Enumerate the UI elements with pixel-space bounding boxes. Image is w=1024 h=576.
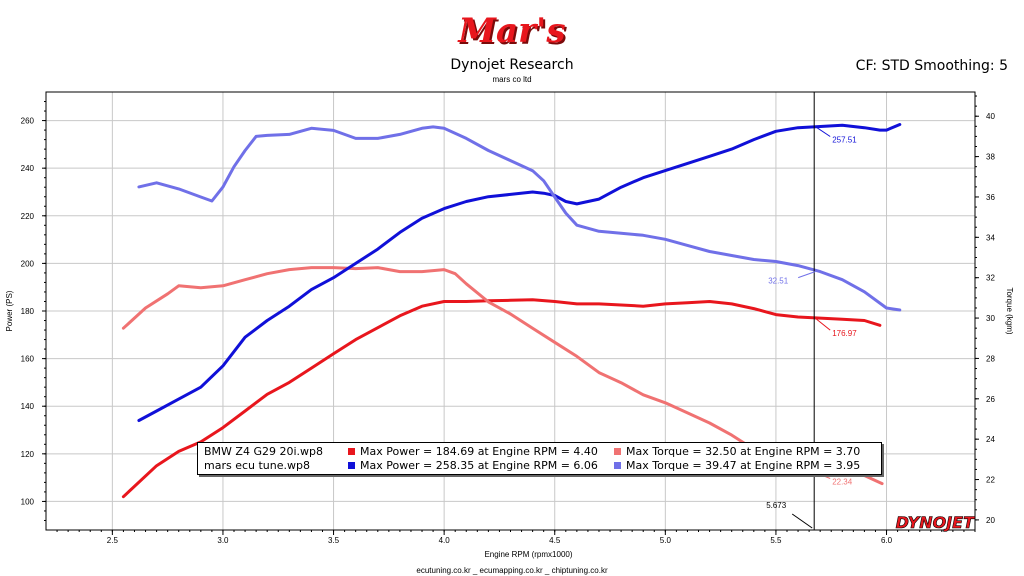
x-tick-label: 3.0 [217,536,229,545]
cursor-value-tune-torque-leader [798,271,816,279]
footer-text: ecutuning.co.kr _ ecumapping.co.kr _ chi… [416,566,608,575]
tune-torque-line [137,125,902,312]
x-tick-label: 3.5 [328,536,340,545]
y2-axis-label: Torque (kgm) [1005,287,1014,334]
svg-text:Mar's: Mar's [459,13,567,52]
y-tick-label: 140 [21,402,35,411]
y-tick-label: 160 [21,355,35,364]
cursor-value-tune-power-leader [814,126,831,137]
x-axis-label: Engine RPM (rpmx1000) [484,550,572,559]
cursor-value-stock-torque: 22.34 [832,477,853,486]
y2-tick-label: 30 [986,314,995,323]
y2-tick-label: 28 [986,354,995,363]
y2-tick-label: 20 [986,516,995,525]
x-tick-label: 4.0 [439,536,451,545]
y-tick-label: 240 [21,164,35,173]
cursor-rpm-label: 5.673 [766,501,787,510]
y-axis-label: Power (PS) [5,290,14,331]
y-tick-label: 200 [21,259,35,268]
plot-frame [45,91,976,531]
cursor-value-tune-torque: 32.51 [768,277,789,286]
cursor-value-stock-power-leader [814,317,831,331]
y-tick-label: 260 [21,117,35,126]
stock-power-line [121,298,882,499]
cursor-value-stock-power: 176.97 [832,329,857,338]
cursor-arrow [791,513,813,529]
x-tick-label: 2.5 [107,536,119,545]
legend-stock-power: Max Power = 184.69 at Engine RPM = 4.40 [348,445,598,458]
y2-tick-label: 36 [986,193,995,202]
y-tick-label: 100 [21,497,35,506]
tune-power-line [137,123,902,422]
legend-file-tune: mars ecu tune.wp8 [204,459,310,472]
legend-tune-torque: Max Torque = 39.47 at Engine RPM = 3.95 [614,459,860,472]
dynojet-brand: DYNOJET [896,513,976,532]
y-tick-label: 120 [21,450,35,459]
y2-tick-label: 26 [986,395,995,404]
correction-settings: CF: STD Smoothing: 5 [855,58,1008,74]
legend-file-stock: BMW Z4 G29 20i.wp8 [204,445,323,458]
y-tick-label: 180 [21,307,35,316]
legend-stock-torque: Max Torque = 32.50 at Engine RPM = 3.70 [614,445,860,458]
chart-subtitle: mars co ltd [492,75,532,84]
y2-tick-label: 24 [986,435,995,444]
chart-legend: BMW Z4 G29 20i.wp8 Max Power = 184.69 at… [197,442,882,475]
y-tick-label: 220 [21,212,35,221]
y2-tick-label: 22 [986,476,995,485]
x-tick-label: 4.5 [549,536,561,545]
svg-text:Mar's: Mar's [457,11,565,51]
legend-tune-power: Max Power = 258.35 at Engine RPM = 6.06 [348,459,598,472]
y2-tick-label: 40 [986,112,995,121]
y2-tick-label: 34 [986,233,995,242]
x-tick-label: 6.0 [881,536,893,545]
cursor-value-tune-power: 257.51 [832,136,857,145]
y2-tick-label: 32 [986,274,995,283]
chart-title: Dynojet Research [450,57,574,73]
x-tick-label: 5.5 [770,536,782,545]
x-tick-label: 5.0 [660,536,672,545]
y2-tick-label: 38 [986,153,995,162]
mars-logo: Mar's Mar's [457,11,567,52]
